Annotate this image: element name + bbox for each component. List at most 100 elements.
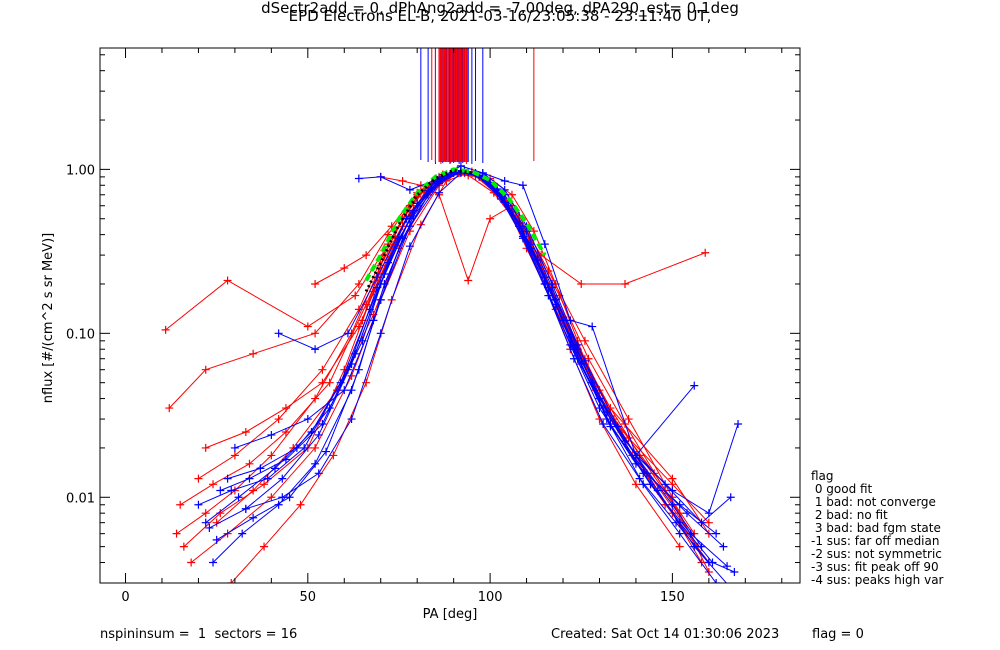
data-point-marker (730, 568, 739, 577)
data-point-marker (376, 329, 385, 338)
footer-flag: flag = 0 (812, 627, 864, 642)
data-point-marker (343, 329, 352, 338)
data-point-marker (690, 542, 699, 551)
data-point-marker (194, 474, 203, 483)
data-point-marker (668, 474, 677, 483)
y-axis-label: nflux [#/(cm^2 s sr MeV)] (41, 233, 56, 403)
data-point-marker (416, 220, 425, 229)
data-point-marker (187, 558, 196, 567)
data-point-marker (194, 500, 203, 509)
data-point-marker (376, 172, 385, 181)
data-point-marker (212, 535, 221, 544)
series-lines (161, 161, 743, 592)
data-point-marker (347, 415, 356, 424)
chart-title-line2: dSectr2add = 0, dPhAng2add = -7.00deg, d… (261, 0, 739, 17)
data-point-marker (351, 291, 360, 300)
y-tick-label: 1.00 (66, 163, 95, 178)
data-point-marker (540, 240, 549, 249)
data-point-marker (580, 336, 589, 345)
data-point-marker (318, 365, 327, 374)
data-point-marker (161, 325, 170, 334)
data-point-marker (311, 459, 320, 468)
legend-item: 0 good fit (811, 482, 873, 496)
data-point-marker (281, 428, 290, 437)
series-line-18 (216, 170, 728, 583)
data-point-marker (314, 430, 323, 439)
data-point-marker (176, 500, 185, 509)
data-point-marker (209, 480, 218, 489)
data-point-marker (405, 242, 414, 251)
data-point-marker (376, 279, 385, 288)
data-point-marker (704, 568, 713, 577)
data-point-marker (311, 394, 320, 403)
series-line-14 (205, 170, 710, 563)
data-point-marker (347, 360, 356, 368)
data-point-marker (507, 190, 516, 199)
data-point-marker (362, 251, 371, 260)
data-point-marker (234, 493, 243, 502)
data-point-marker (398, 176, 407, 185)
data-point-marker (201, 365, 210, 374)
data-point-marker (599, 404, 608, 413)
data-point-marker (668, 493, 677, 502)
data-point-marker (172, 529, 181, 538)
data-point-marker (639, 480, 648, 489)
data-point-marker (588, 322, 597, 331)
series-line-9 (380, 176, 564, 321)
data-point-marker (201, 509, 210, 518)
data-point-marker (690, 381, 699, 390)
legend-item: 1 bad: not converge (811, 495, 936, 509)
data-point-marker (303, 415, 312, 424)
data-point-marker (278, 474, 287, 483)
series-line-23 (209, 170, 728, 567)
data-point-marker (456, 161, 465, 170)
x-tick-label: 100 (478, 590, 503, 605)
data-point-marker (260, 480, 269, 489)
data-point-marker (544, 266, 553, 275)
data-point-marker (497, 192, 506, 201)
data-point-marker (311, 443, 320, 452)
data-point-marker (354, 322, 363, 331)
plot-frame (99, 47, 801, 584)
data-point-marker (256, 464, 265, 473)
data-point-marker (245, 474, 254, 483)
series-line-7 (314, 173, 710, 534)
data-point-marker (734, 419, 743, 428)
data-point-marker (216, 486, 225, 495)
data-point-marker (249, 513, 258, 522)
data-point-marker (518, 232, 527, 241)
data-point-marker (245, 459, 254, 468)
data-point-marker (311, 329, 320, 338)
data-point-marker (201, 518, 210, 527)
y-tick-label: 0.10 (66, 327, 95, 342)
data-point-marker (723, 562, 732, 571)
data-point-marker (329, 451, 338, 460)
series-line-0 (165, 171, 710, 524)
data-point-marker (635, 474, 644, 483)
data-point-marker (712, 529, 721, 538)
data-point-marker (267, 451, 276, 460)
vertical-lines (420, 48, 535, 164)
series-line-11 (205, 171, 710, 573)
data-point-marker (311, 345, 320, 354)
legend-item: 3 bad: bad fgm state (811, 521, 941, 535)
data-point-marker (631, 480, 640, 489)
data-point-marker (354, 174, 363, 183)
data-point-marker (165, 404, 174, 413)
data-point-marker (486, 214, 495, 223)
legend-item: -1 sus: far off median (811, 534, 940, 548)
data-point-marker (577, 279, 586, 288)
data-point-marker (278, 493, 287, 502)
data-point-marker (179, 542, 188, 551)
data-point-marker (209, 558, 218, 567)
y-tick-label: 0.01 (66, 491, 95, 506)
x-tick-label: 0 (121, 590, 129, 605)
data-point-marker (413, 199, 422, 208)
data-point-marker (300, 443, 309, 452)
data-point-marker (621, 279, 629, 288)
data-point-marker (241, 428, 250, 437)
data-point-marker (727, 584, 735, 592)
data-point-marker (646, 480, 655, 489)
data-point-marker (708, 558, 717, 567)
